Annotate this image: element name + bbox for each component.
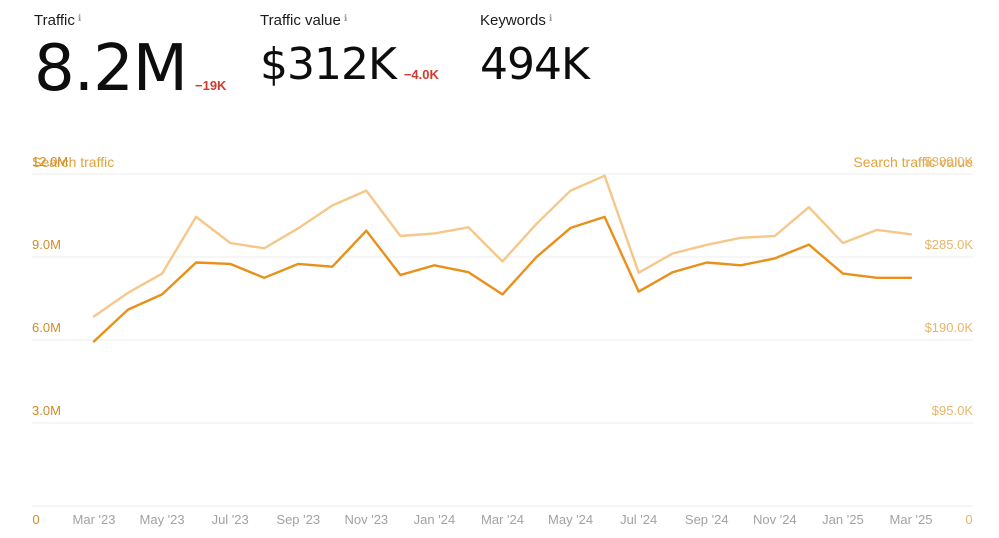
x-tick-label: May '23 [140, 512, 185, 527]
traffic-value-label: Traffic value [260, 12, 341, 29]
search-traffic-value-line[interactable] [92, 174, 913, 318]
traffic-value-metric: Traffic value ℹ $312K −4.0K [260, 12, 439, 89]
right-axis-title: Search traffic value [853, 154, 973, 170]
traffic-value-delta: −4.0K [403, 67, 439, 82]
info-icon[interactable]: ℹ [343, 13, 348, 23]
search-traffic-line[interactable] [92, 215, 913, 343]
traffic-delta: −19K [195, 78, 227, 93]
traffic-chart[interactable]: Search traffic Search traffic value 0 0 3.0M… [0, 150, 999, 538]
left-tick-label: 0 [32, 512, 39, 527]
x-tick-label: Jan '25 [822, 512, 864, 527]
x-tick-label: Sep '24 [685, 512, 729, 527]
keywords-metric: Keywords ℹ 494K [480, 12, 590, 90]
left-axis-title: Search traffic [32, 154, 114, 170]
left-tick-label: 9.0M [32, 237, 61, 252]
right-tick-label: $380.0K [925, 154, 974, 169]
left-tick-label: 3.0M [32, 403, 61, 418]
x-tick-label: Sep '23 [276, 512, 320, 527]
left-tick-label: 12.0M [32, 154, 68, 169]
traffic-value: 8.2M [34, 32, 188, 106]
traffic-metric: Traffic ℹ 8.2M −19K [34, 12, 226, 101]
right-tick-label: $95.0K [932, 403, 974, 418]
right-tick-label: $285.0K [925, 237, 974, 252]
keywords-label: Keywords [480, 12, 546, 29]
traffic-label: Traffic [34, 12, 75, 29]
x-tick-label: Nov '24 [753, 512, 797, 527]
left-tick-label: 6.0M [32, 320, 61, 335]
x-tick-label: Mar '25 [890, 512, 933, 527]
info-icon[interactable]: ℹ [77, 13, 82, 23]
x-tick-label: Mar '24 [481, 512, 524, 527]
x-tick-label: Jul '24 [620, 512, 657, 527]
x-tick-label: Nov '23 [344, 512, 388, 527]
x-tick-label: Mar '23 [73, 512, 116, 527]
right-tick-label: 0 [965, 512, 972, 527]
x-tick-label: Jul '23 [212, 512, 249, 527]
traffic-value-amount: $312K [260, 39, 397, 90]
keywords-value: 494K [480, 39, 590, 90]
x-tick-label: May '24 [548, 512, 593, 527]
x-tick-label: Jan '24 [414, 512, 456, 527]
info-icon[interactable]: ℹ [548, 13, 553, 23]
right-tick-label: $190.0K [925, 320, 974, 335]
